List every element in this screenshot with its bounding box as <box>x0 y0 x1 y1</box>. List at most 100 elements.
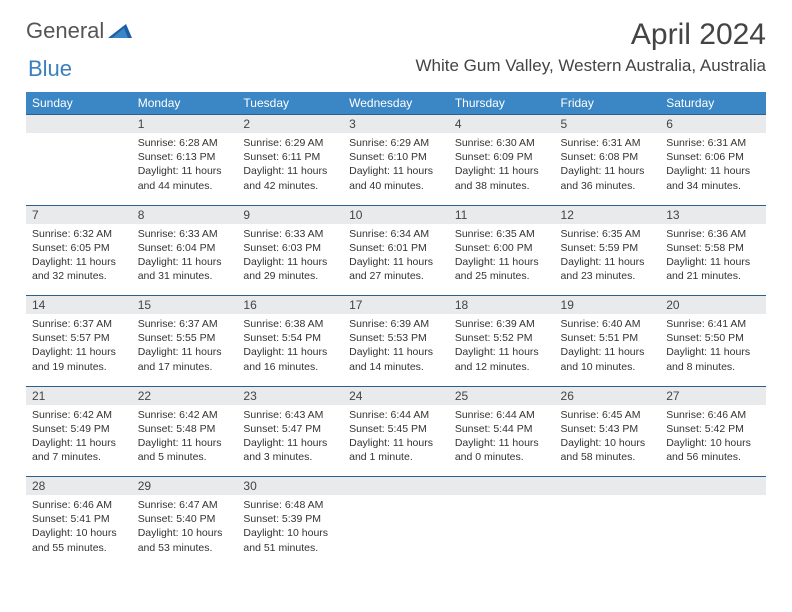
day-content-cell: Sunrise: 6:29 AMSunset: 6:11 PMDaylight:… <box>237 133 343 205</box>
sunset-text: Sunset: 5:48 PM <box>138 422 232 436</box>
day-number-cell: 16 <box>237 296 343 315</box>
daylight-text-1: Daylight: 11 hours <box>349 164 443 178</box>
daylight-text-2: and 17 minutes. <box>138 360 232 374</box>
daylight-text-1: Daylight: 11 hours <box>243 436 337 450</box>
daylight-text-2: and 14 minutes. <box>349 360 443 374</box>
sunrise-text: Sunrise: 6:38 AM <box>243 317 337 331</box>
daylight-text-2: and 53 minutes. <box>138 541 232 555</box>
sunrise-text: Sunrise: 6:46 AM <box>32 498 126 512</box>
daylight-text-1: Daylight: 11 hours <box>32 436 126 450</box>
sunrise-text: Sunrise: 6:40 AM <box>561 317 655 331</box>
day-content-cell: Sunrise: 6:29 AMSunset: 6:10 PMDaylight:… <box>343 133 449 205</box>
content-row: Sunrise: 6:32 AMSunset: 6:05 PMDaylight:… <box>26 224 766 296</box>
sunset-text: Sunset: 5:45 PM <box>349 422 443 436</box>
daylight-text-2: and 12 minutes. <box>455 360 549 374</box>
sunset-text: Sunset: 5:52 PM <box>455 331 549 345</box>
day-content-cell <box>449 495 555 567</box>
sunrise-text: Sunrise: 6:34 AM <box>349 227 443 241</box>
sunrise-text: Sunrise: 6:37 AM <box>32 317 126 331</box>
sunset-text: Sunset: 5:49 PM <box>32 422 126 436</box>
daylight-text-2: and 38 minutes. <box>455 179 549 193</box>
sunrise-text: Sunrise: 6:29 AM <box>243 136 337 150</box>
sunrise-text: Sunrise: 6:46 AM <box>666 408 760 422</box>
calendar-page: General April 2024 White Gum Valley, Wes… <box>0 0 792 585</box>
sunrise-text: Sunrise: 6:37 AM <box>138 317 232 331</box>
day-content-cell: Sunrise: 6:40 AMSunset: 5:51 PMDaylight:… <box>555 314 661 386</box>
sunset-text: Sunset: 6:10 PM <box>349 150 443 164</box>
day-number-cell: 20 <box>660 296 766 315</box>
daylight-text-2: and 21 minutes. <box>666 269 760 283</box>
day-number-cell: 26 <box>555 386 661 405</box>
location: White Gum Valley, Western Australia, Aus… <box>415 56 766 76</box>
sunrise-text: Sunrise: 6:44 AM <box>455 408 549 422</box>
day-content-cell: Sunrise: 6:43 AMSunset: 5:47 PMDaylight:… <box>237 405 343 477</box>
day-number-cell: 12 <box>555 205 661 224</box>
day-number-cell: 3 <box>343 115 449 134</box>
sunrise-text: Sunrise: 6:43 AM <box>243 408 337 422</box>
sunset-text: Sunset: 5:58 PM <box>666 241 760 255</box>
daylight-text-1: Daylight: 10 hours <box>243 526 337 540</box>
daylight-text-2: and 32 minutes. <box>32 269 126 283</box>
day-number-cell <box>26 115 132 134</box>
day-content-cell: Sunrise: 6:33 AMSunset: 6:03 PMDaylight:… <box>237 224 343 296</box>
sunrise-text: Sunrise: 6:31 AM <box>666 136 760 150</box>
daynum-row: 21222324252627 <box>26 386 766 405</box>
sunrise-text: Sunrise: 6:30 AM <box>455 136 549 150</box>
sunset-text: Sunset: 6:08 PM <box>561 150 655 164</box>
sunset-text: Sunset: 5:54 PM <box>243 331 337 345</box>
day-number-cell: 29 <box>132 477 238 496</box>
daylight-text-1: Daylight: 11 hours <box>138 164 232 178</box>
day-content-cell: Sunrise: 6:44 AMSunset: 5:45 PMDaylight:… <box>343 405 449 477</box>
daylight-text-2: and 10 minutes. <box>561 360 655 374</box>
day-content-cell: Sunrise: 6:39 AMSunset: 5:52 PMDaylight:… <box>449 314 555 386</box>
sunset-text: Sunset: 5:40 PM <box>138 512 232 526</box>
calendar-table: Sunday Monday Tuesday Wednesday Thursday… <box>26 92 766 567</box>
month-title: April 2024 <box>415 18 766 52</box>
content-row: Sunrise: 6:42 AMSunset: 5:49 PMDaylight:… <box>26 405 766 477</box>
day-number-cell: 21 <box>26 386 132 405</box>
daynum-row: 78910111213 <box>26 205 766 224</box>
daylight-text-1: Daylight: 11 hours <box>243 164 337 178</box>
day-content-cell: Sunrise: 6:42 AMSunset: 5:48 PMDaylight:… <box>132 405 238 477</box>
daylight-text-1: Daylight: 11 hours <box>561 345 655 359</box>
daylight-text-2: and 25 minutes. <box>455 269 549 283</box>
sunset-text: Sunset: 6:13 PM <box>138 150 232 164</box>
sunset-text: Sunset: 6:05 PM <box>32 241 126 255</box>
sunrise-text: Sunrise: 6:48 AM <box>243 498 337 512</box>
daylight-text-1: Daylight: 11 hours <box>455 345 549 359</box>
day-number-cell: 1 <box>132 115 238 134</box>
day-number-cell <box>555 477 661 496</box>
daylight-text-2: and 34 minutes. <box>666 179 760 193</box>
day-content-cell: Sunrise: 6:31 AMSunset: 6:06 PMDaylight:… <box>660 133 766 205</box>
sunset-text: Sunset: 6:00 PM <box>455 241 549 255</box>
day-number-cell: 9 <box>237 205 343 224</box>
weekday-header: Sunday <box>26 92 132 115</box>
day-content-cell: Sunrise: 6:33 AMSunset: 6:04 PMDaylight:… <box>132 224 238 296</box>
daylight-text-1: Daylight: 11 hours <box>666 345 760 359</box>
daylight-text-1: Daylight: 11 hours <box>455 436 549 450</box>
weekday-header: Tuesday <box>237 92 343 115</box>
daylight-text-1: Daylight: 10 hours <box>32 526 126 540</box>
daylight-text-1: Daylight: 11 hours <box>138 436 232 450</box>
sunset-text: Sunset: 6:01 PM <box>349 241 443 255</box>
day-content-cell: Sunrise: 6:35 AMSunset: 6:00 PMDaylight:… <box>449 224 555 296</box>
content-row: Sunrise: 6:28 AMSunset: 6:13 PMDaylight:… <box>26 133 766 205</box>
daylight-text-1: Daylight: 11 hours <box>349 436 443 450</box>
sunset-text: Sunset: 5:41 PM <box>32 512 126 526</box>
weekday-header: Thursday <box>449 92 555 115</box>
day-content-cell: Sunrise: 6:47 AMSunset: 5:40 PMDaylight:… <box>132 495 238 567</box>
sunrise-text: Sunrise: 6:33 AM <box>138 227 232 241</box>
day-content-cell: Sunrise: 6:42 AMSunset: 5:49 PMDaylight:… <box>26 405 132 477</box>
day-number-cell: 24 <box>343 386 449 405</box>
daylight-text-1: Daylight: 11 hours <box>455 164 549 178</box>
day-content-cell: Sunrise: 6:37 AMSunset: 5:55 PMDaylight:… <box>132 314 238 386</box>
day-content-cell: Sunrise: 6:34 AMSunset: 6:01 PMDaylight:… <box>343 224 449 296</box>
daylight-text-1: Daylight: 11 hours <box>243 345 337 359</box>
sunrise-text: Sunrise: 6:42 AM <box>138 408 232 422</box>
logo-triangle-icon <box>108 18 132 44</box>
logo-word1: General <box>26 18 104 44</box>
sunrise-text: Sunrise: 6:29 AM <box>349 136 443 150</box>
daylight-text-1: Daylight: 11 hours <box>666 255 760 269</box>
sunset-text: Sunset: 5:57 PM <box>32 331 126 345</box>
day-number-cell: 28 <box>26 477 132 496</box>
